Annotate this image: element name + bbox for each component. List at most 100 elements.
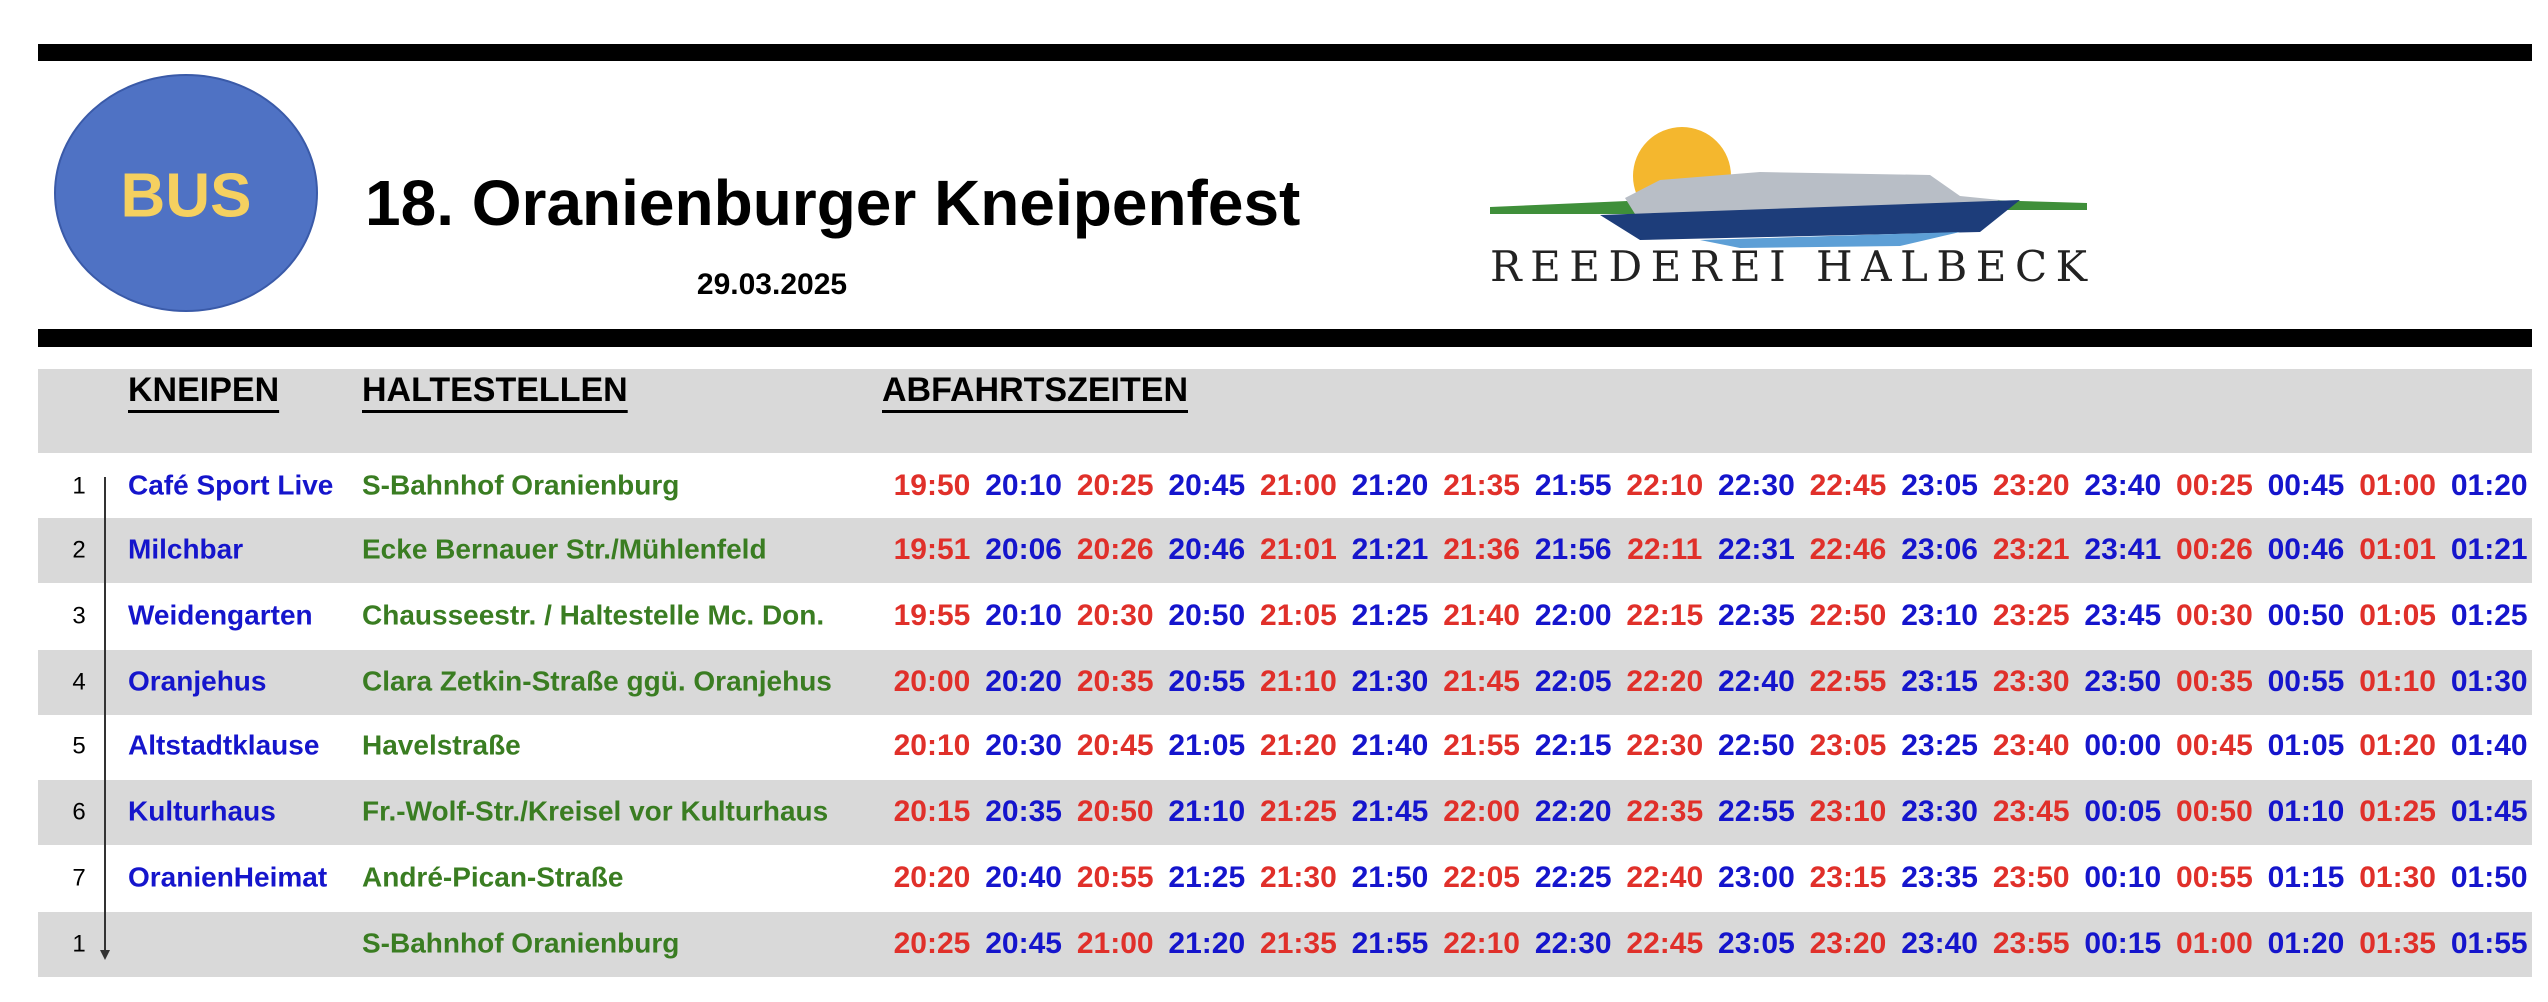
- stop: André-Pican-Straße: [362, 861, 623, 892]
- departure-time: 21:45: [1352, 795, 1429, 828]
- kneipe: Oranjehus: [128, 665, 266, 696]
- kneipe: Milchbar: [128, 533, 243, 564]
- departure-time: 00:10: [2084, 861, 2161, 894]
- departure-time: 20:30: [1077, 599, 1154, 632]
- departure-time: 22:30: [1535, 927, 1612, 960]
- departure-time: 00:55: [2268, 665, 2345, 698]
- departure-time: 21:00: [1260, 469, 1337, 502]
- departure-time: 20:35: [1077, 665, 1154, 698]
- row-number: 5: [72, 732, 85, 759]
- title: 18. Oranienburger Kneipenfest: [365, 167, 1300, 239]
- departure-time: 22:30: [1626, 729, 1703, 762]
- departure-time: 01:30: [2451, 665, 2528, 698]
- departure-time: 01:10: [2359, 665, 2436, 698]
- row-number: 1: [72, 930, 85, 957]
- departure-time: 22:00: [1535, 599, 1612, 632]
- departure-time: 21:10: [1260, 665, 1337, 698]
- logo: REEDEREI HALBECK: [1490, 127, 2089, 291]
- departure-time: 00:50: [2268, 599, 2345, 632]
- departure-time: 20:20: [985, 665, 1062, 698]
- departure-time: 22:40: [1626, 861, 1703, 894]
- departure-time: 20:10: [985, 599, 1062, 632]
- column-header: KNEIPEN: [128, 371, 279, 409]
- departure-time: 22:30: [1718, 469, 1795, 502]
- column-header: ABFAHRTSZEITEN: [882, 371, 1188, 409]
- departure-time: 22:05: [1443, 861, 1520, 894]
- departure-time: 21:55: [1535, 469, 1612, 502]
- departure-time: 23:00: [1718, 861, 1795, 894]
- kneipe: Altstadtklause: [128, 729, 319, 760]
- departure-time: 22:05: [1535, 665, 1612, 698]
- departure-time: 23:15: [1810, 861, 1887, 894]
- row-number: 2: [72, 536, 85, 563]
- departure-time: 22:50: [1810, 599, 1887, 632]
- departure-time: 21:20: [1352, 469, 1429, 502]
- departure-time: 21:55: [1443, 729, 1520, 762]
- departure-time: 20:35: [985, 795, 1062, 828]
- departure-time: 21:05: [1168, 729, 1245, 762]
- departure-time: 01:00: [2359, 469, 2436, 502]
- departure-time: 20:45: [1077, 729, 1154, 762]
- departure-time: 20:10: [985, 469, 1062, 502]
- departure-time: 21:50: [1352, 861, 1429, 894]
- departure-time: 23:41: [2084, 533, 2161, 566]
- departure-time: 22:00: [1443, 795, 1520, 828]
- departure-time: 01:00: [2176, 927, 2253, 960]
- departure-time: 21:35: [1443, 469, 1520, 502]
- stop: Ecke Bernauer Str./Mühlenfeld: [362, 533, 767, 564]
- departure-time: 23:40: [1901, 927, 1978, 960]
- row-background: [38, 650, 2532, 715]
- departure-time: 01:35: [2359, 927, 2436, 960]
- departure-time: 22:20: [1626, 665, 1703, 698]
- departure-time: 20:06: [985, 533, 1062, 566]
- departure-time: 20:25: [1077, 469, 1154, 502]
- departure-time: 01:20: [2268, 927, 2345, 960]
- departure-time: 23:55: [1993, 927, 2070, 960]
- departure-time: 01:20: [2359, 729, 2436, 762]
- departure-time: 21:36: [1443, 533, 1520, 566]
- departure-time: 01:55: [2451, 927, 2528, 960]
- departure-time: 00:46: [2268, 533, 2345, 566]
- departure-time: 23:20: [1810, 927, 1887, 960]
- departure-time: 23:40: [1993, 729, 2070, 762]
- departure-time: 21:45: [1443, 665, 1520, 698]
- departure-time: 01:45: [2451, 795, 2528, 828]
- departure-time: 20:25: [894, 927, 971, 960]
- departure-time: 20:30: [985, 729, 1062, 762]
- departure-time: 01:50: [2451, 861, 2528, 894]
- departure-time: 21:25: [1168, 861, 1245, 894]
- arrow-head: [100, 950, 110, 960]
- header-underline: [882, 410, 1188, 413]
- header-underline: [362, 410, 628, 413]
- departure-time: 23:05: [1901, 469, 1978, 502]
- departure-time: 20:55: [1077, 861, 1154, 894]
- row-number: 6: [72, 798, 85, 825]
- departure-time: 22:46: [1810, 533, 1887, 566]
- departure-time: 20:46: [1168, 533, 1245, 566]
- departure-time: 23:10: [1901, 599, 1978, 632]
- departure-time: 20:55: [1168, 665, 1245, 698]
- stop: Havelstraße: [362, 729, 521, 760]
- departure-time: 00:05: [2084, 795, 2161, 828]
- departure-time: 23:50: [1993, 861, 2070, 894]
- kneipe: OranienHeimat: [128, 861, 327, 892]
- departure-time: 01:10: [2268, 795, 2345, 828]
- departure-time: 23:30: [1993, 665, 2070, 698]
- departure-time: 22:11: [1627, 533, 1702, 566]
- departure-time: 00:15: [2084, 927, 2161, 960]
- departure-time: 21:00: [1077, 927, 1154, 960]
- departure-time: 23:45: [2084, 599, 2161, 632]
- departure-time: 21:20: [1168, 927, 1245, 960]
- kneipe: Café Sport Live: [128, 469, 333, 500]
- departure-time: 22:15: [1626, 599, 1703, 632]
- header-underline: [128, 410, 280, 413]
- departure-time: 01:01: [2359, 533, 2436, 566]
- departure-time: 23:05: [1810, 729, 1887, 762]
- departure-time: 01:30: [2359, 861, 2436, 894]
- departure-time: 01:25: [2451, 599, 2528, 632]
- departure-time: 00:45: [2268, 469, 2345, 502]
- departure-time: 22:35: [1718, 599, 1795, 632]
- departure-time: 23:25: [1993, 599, 2070, 632]
- departure-time: 20:50: [1168, 599, 1245, 632]
